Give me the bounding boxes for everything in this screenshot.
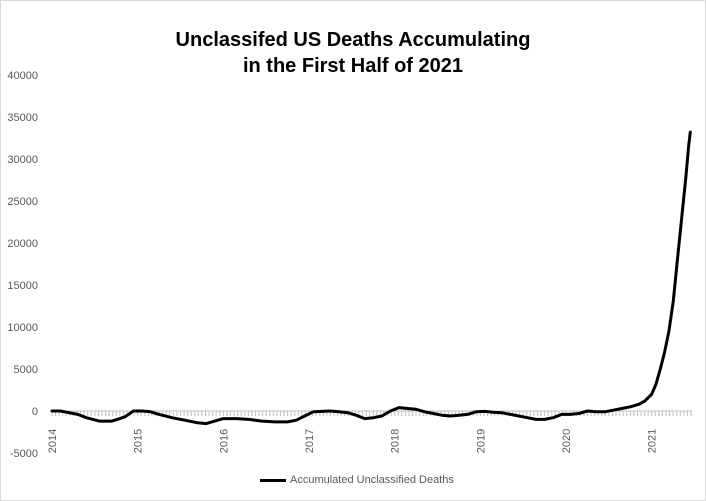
y-tick-label: 15000 [7, 280, 38, 292]
y-tick-label: 25000 [7, 196, 38, 208]
chart-title-line-1: Unclassifed US Deaths Accumulating [175, 29, 531, 51]
x-tick-label: 2019 [475, 429, 487, 453]
x-tick-label: 2015 [133, 429, 145, 453]
x-tick-label: 2021 [647, 429, 659, 453]
y-tick-label: 20000 [7, 238, 38, 250]
series-line-accumulated-unclassified-deaths [50, 130, 692, 426]
x-tick-label: 2017 [304, 429, 316, 453]
chart-title-line-2: in the First Half of 2021 [242, 55, 464, 77]
y-tick-label: 0 [32, 406, 38, 418]
legend: Accumulated Unclassified Deaths [260, 472, 454, 488]
chart-title: Unclassifed US Deaths Accumulating in th… [0, 27, 706, 79]
x-tick-label: 2014 [47, 429, 59, 453]
x-tick-label: 2020 [561, 429, 573, 453]
legend-label: Accumulated Unclassified Deaths [290, 474, 454, 486]
y-tick-label: 35000 [7, 112, 38, 124]
y-tick-label: 10000 [7, 322, 38, 334]
x-tick-label: 2018 [390, 429, 402, 453]
y-tick-label: -5000 [10, 448, 38, 460]
y-tick-label: 40000 [7, 70, 38, 82]
legend-swatch [260, 478, 286, 482]
x-tick-label: 2016 [218, 429, 230, 453]
y-tick-label: 30000 [7, 154, 38, 166]
y-tick-label: 5000 [14, 364, 38, 376]
